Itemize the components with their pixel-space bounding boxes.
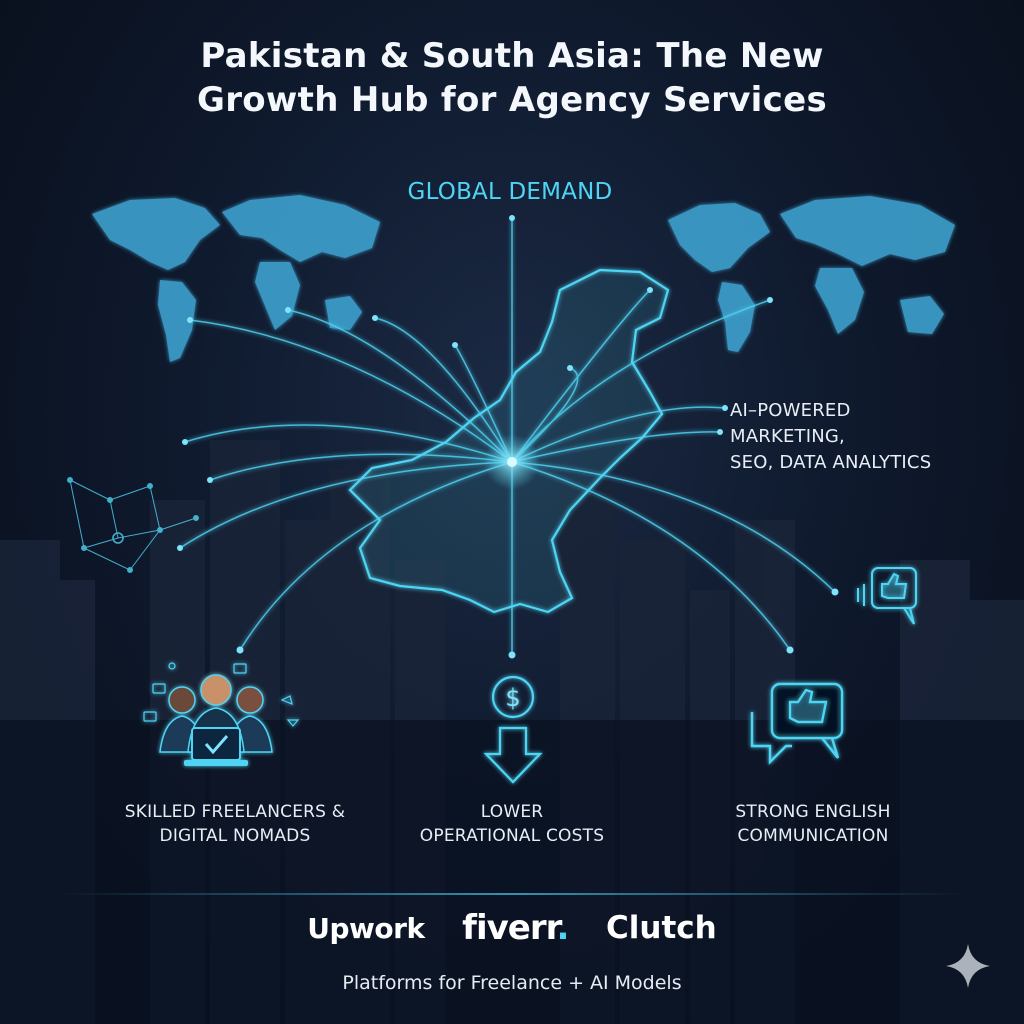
sparkle-icon <box>946 944 990 988</box>
costs-label: LOWER OPERATIONAL COSTS <box>419 802 605 846</box>
thumbs-up-speech-bubble-icon <box>750 682 844 765</box>
footer-caption: Platforms for Freelance + AI Models <box>342 972 682 994</box>
fiverr-wordmark: fiverr <box>462 908 557 948</box>
page-title: Pakistan & South Asia: The New Growth Hu… <box>197 36 827 120</box>
clutch-logo: Clutch <box>606 910 717 946</box>
dollar-down-arrow-icon: $ <box>483 675 543 784</box>
global-demand-label: GLOBAL DEMAND <box>407 179 613 205</box>
platform-logos: Upwork fiverr. Clutch <box>0 908 1024 948</box>
connection-lines <box>179 218 836 655</box>
divider-glow <box>60 893 964 895</box>
ai-services-label: AI–POWERED MARKETING, SEO, DATA ANALYTIC… <box>730 400 932 473</box>
world-map-right <box>668 196 955 352</box>
network-nodes-icon <box>67 477 199 573</box>
people-laptop-check-icon <box>143 662 300 766</box>
english-label: STRONG ENGLISH COMMUNICATION <box>735 802 891 846</box>
world-map-left <box>92 195 380 362</box>
freelancers-label: SKILLED FREELANCERS & DIGITAL NOMADS <box>124 802 346 846</box>
fiverr-logo: fiverr. <box>462 908 570 948</box>
svg-text:$: $ <box>505 684 520 712</box>
hub-point <box>507 457 517 467</box>
fiverr-dot: . <box>556 908 570 948</box>
line-endpoints <box>177 215 839 659</box>
upwork-logo: Upwork <box>307 911 425 945</box>
thumbs-up-small-icon <box>857 567 917 625</box>
